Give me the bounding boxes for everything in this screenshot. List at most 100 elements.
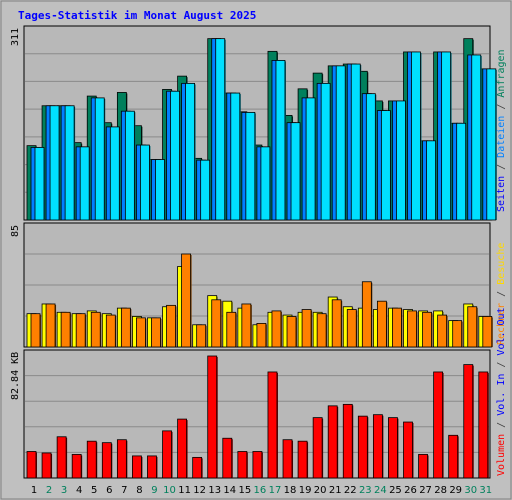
- bar-rechner-day-30: [467, 306, 478, 348]
- bar-seiten-day-21: [335, 65, 346, 221]
- day-label-8: 8: [136, 485, 142, 496]
- bar-volumen-day-11: [177, 418, 188, 479]
- day-label-30: 30: [464, 485, 477, 496]
- top-ymax-label: 311: [10, 28, 21, 46]
- bar-rechner-day-9: [151, 317, 161, 348]
- day-label-13: 13: [208, 485, 221, 496]
- bar-volumen-day-3: [56, 436, 67, 479]
- day-label-10: 10: [163, 485, 176, 496]
- bar-seiten-day-31: [486, 68, 497, 221]
- day-label-19: 19: [299, 485, 312, 496]
- day-label-6: 6: [106, 485, 112, 496]
- day-label-11: 11: [178, 485, 191, 496]
- bar-rechner-day-4: [75, 313, 86, 348]
- bar-rechner-day-24: [376, 300, 387, 348]
- bar-volumen-day-18: [282, 439, 293, 479]
- bar-volumen-day-6: [101, 442, 112, 479]
- day-label-25: 25: [389, 485, 402, 496]
- bar-seiten-day-28: [441, 51, 452, 221]
- bar-rechner-day-18: [286, 316, 297, 348]
- bar-rechner-day-13: [211, 299, 222, 348]
- day-label-27: 27: [419, 485, 432, 496]
- day-label-7: 7: [121, 485, 127, 496]
- bar-seiten-day-27: [426, 140, 436, 221]
- day-label-3: 3: [61, 485, 67, 496]
- legend-volumen: Volumen: [496, 434, 507, 476]
- middle-ymax-label: 85: [10, 225, 21, 237]
- bar-volumen-day-26: [403, 421, 413, 479]
- bar-seiten-day-19: [305, 97, 316, 221]
- bar-rechner-day-12: [196, 324, 207, 348]
- bar-rechner-day-19: [301, 309, 312, 348]
- bar-rechner-day-1: [30, 313, 41, 348]
- legend-vol-in: Vol. In: [496, 374, 507, 416]
- bar-volumen-day-14: [222, 437, 233, 479]
- day-label-4: 4: [76, 485, 82, 496]
- bar-volumen-day-16: [252, 451, 263, 479]
- bar-rechner-day-25: [392, 307, 402, 348]
- bar-seiten-day-20: [320, 82, 331, 221]
- bar-seiten-day-8: [140, 144, 150, 221]
- bar-rechner-day-5: [90, 311, 101, 348]
- bar-volumen-day-23: [357, 415, 368, 479]
- day-label-31: 31: [479, 485, 492, 496]
- bottom-ymax-label: 82.84 KB: [10, 352, 21, 400]
- bar-rechner-day-17: [271, 310, 282, 348]
- day-label-21: 21: [329, 485, 342, 496]
- legend-rechner: Rechner: [496, 303, 507, 345]
- bar-seiten-day-14: [230, 92, 241, 221]
- bar-rechner-day-20: [316, 313, 327, 348]
- bar-seiten-day-30: [471, 54, 482, 221]
- bar-seiten-day-9: [155, 159, 165, 221]
- bar-volumen-day-9: [147, 455, 157, 479]
- bar-seiten-day-5: [94, 97, 105, 221]
- bar-volumen-day-25: [388, 417, 398, 479]
- chart-title: Tages-Statistik im Monat August 2025: [18, 9, 256, 22]
- bar-seiten-day-1: [34, 147, 45, 221]
- bar-volumen-day-12: [192, 456, 203, 479]
- day-labels: 1 2 3 4 5 6 7 8 9 10 11 12 13 14 15 16 17 18 19 20 21 22 23 24 2…: [31, 485, 492, 496]
- bar-rechner-day-15: [241, 303, 252, 348]
- day-label-23: 23: [359, 485, 372, 496]
- bar-seiten-day-18: [290, 122, 301, 221]
- top-legend: Seiten / Dateien / Anfragen: [496, 49, 507, 212]
- bar-seiten-day-29: [456, 122, 467, 221]
- bar-rechner-day-28: [437, 314, 448, 348]
- bar-volumen-day-28: [433, 371, 444, 479]
- bar-volumen-day-19: [297, 440, 308, 479]
- day-label-14: 14: [223, 485, 236, 496]
- bar-rechner-day-14: [226, 311, 237, 348]
- bar-rechner-day-6: [105, 314, 116, 348]
- bar-volumen-day-24: [372, 414, 383, 479]
- bar-rechner-day-22: [346, 309, 357, 348]
- bar-volumen-day-15: [237, 451, 248, 479]
- day-label-18: 18: [284, 485, 297, 496]
- bar-volumen-day-30: [463, 364, 474, 479]
- bar-rechner-day-27: [422, 311, 432, 348]
- day-label-17: 17: [269, 485, 282, 496]
- bar-volumen-day-1: [26, 451, 37, 479]
- bar-rechner-day-7: [120, 307, 131, 348]
- day-label-16: 16: [254, 485, 267, 496]
- bar-volumen-day-8: [132, 455, 142, 479]
- day-label-20: 20: [314, 485, 327, 496]
- bar-volumen-day-22: [342, 403, 353, 479]
- bar-seiten-day-4: [79, 146, 90, 221]
- day-label-5: 5: [91, 485, 97, 496]
- bar-volumen-day-21: [327, 405, 338, 479]
- bar-rechner-day-10: [166, 304, 176, 348]
- bars: [26, 38, 497, 479]
- bar-volumen-day-4: [71, 454, 82, 479]
- day-label-22: 22: [344, 485, 357, 496]
- legend-vol-out: Vol. Out: [496, 307, 507, 355]
- bar-seiten-day-25: [396, 100, 406, 221]
- legend-anfragen: Anfragen: [496, 49, 507, 97]
- day-label-2: 2: [46, 485, 52, 496]
- legend-dateien: Dateien: [496, 116, 507, 158]
- bar-rechner-day-29: [452, 320, 463, 348]
- bar-volumen-day-31: [478, 371, 489, 479]
- bar-seiten-day-2: [49, 105, 60, 221]
- bar-seiten-day-6: [109, 126, 120, 221]
- day-label-26: 26: [404, 485, 417, 496]
